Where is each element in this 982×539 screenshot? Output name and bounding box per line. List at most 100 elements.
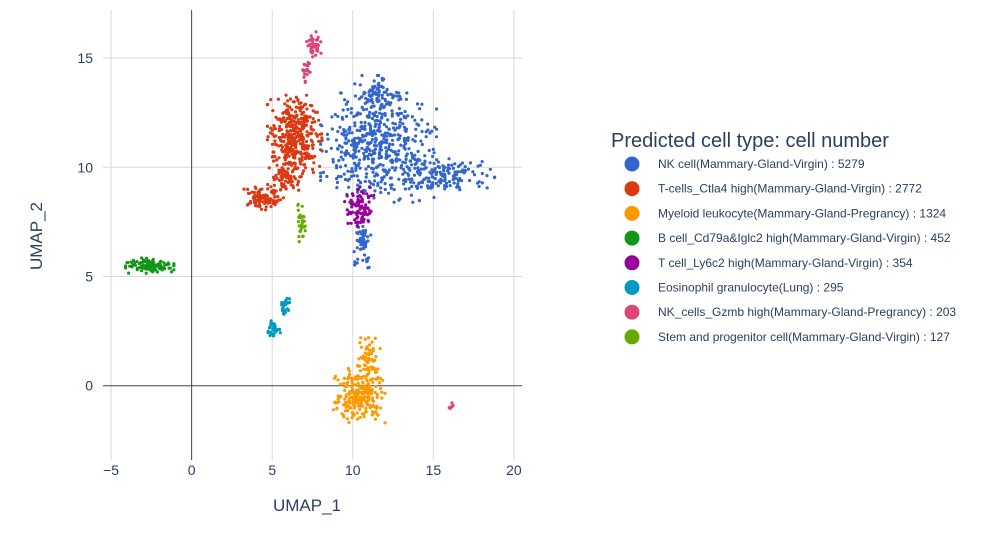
data-point[interactable] [300,132,304,136]
data-point[interactable] [377,99,381,103]
data-point[interactable] [384,152,388,156]
data-point[interactable] [447,180,451,184]
data-point[interactable] [424,135,428,139]
data-point[interactable] [378,376,383,380]
data-point[interactable] [303,229,307,233]
data-point[interactable] [345,149,349,153]
data-point[interactable] [291,170,295,174]
data-point[interactable] [366,235,370,239]
data-point[interactable] [478,163,482,167]
data-point[interactable] [349,221,353,225]
data-point[interactable] [408,180,413,184]
data-point[interactable] [370,138,375,142]
data-point[interactable] [355,246,359,250]
data-point[interactable] [333,112,337,117]
data-point[interactable] [363,127,367,131]
data-point[interactable] [363,355,368,359]
data-point[interactable] [295,183,300,187]
data-point[interactable] [285,129,289,133]
data-point[interactable] [381,163,385,167]
data-point[interactable] [335,180,340,185]
data-point[interactable] [362,367,366,371]
data-point[interactable] [361,396,365,400]
data-point[interactable] [442,172,447,176]
data-point[interactable] [405,152,409,156]
data-point[interactable] [390,109,394,113]
data-point[interactable] [269,205,273,209]
data-point[interactable] [351,402,355,406]
data-point[interactable] [301,116,305,121]
data-point[interactable] [335,407,339,411]
data-point[interactable] [353,148,357,152]
data-point[interactable] [369,233,373,237]
data-point[interactable] [253,204,258,208]
data-point[interactable] [326,137,330,141]
data-point[interactable] [288,160,292,165]
data-point[interactable] [363,179,367,184]
data-point[interactable] [296,130,300,134]
data-point[interactable] [363,337,367,341]
data-point[interactable] [404,157,408,161]
data-point[interactable] [281,196,286,200]
data-point[interactable] [255,198,259,202]
data-point[interactable] [398,94,402,99]
data-point[interactable] [390,93,394,97]
data-point[interactable] [431,154,435,159]
data-point[interactable] [375,114,379,119]
data-point[interactable] [392,188,396,192]
data-point[interactable] [383,391,387,395]
data-point[interactable] [359,211,363,216]
data-point[interactable] [298,175,302,179]
data-point[interactable] [350,384,354,389]
data-point[interactable] [377,81,381,85]
data-point[interactable] [137,262,142,266]
data-point[interactable] [453,170,457,174]
data-point[interactable] [266,182,270,187]
data-point[interactable] [282,173,286,177]
data-point[interactable] [298,142,302,146]
data-point[interactable] [296,166,300,170]
data-point[interactable] [346,366,350,370]
data-point[interactable] [363,351,367,355]
data-point[interactable] [375,392,379,397]
data-point[interactable] [277,171,281,176]
data-point[interactable] [339,150,343,154]
data-point[interactable] [405,165,409,169]
data-point[interactable] [291,127,295,131]
data-point[interactable] [384,146,388,150]
data-point[interactable] [356,183,360,187]
data-point[interactable] [378,107,382,111]
data-point[interactable] [364,149,368,154]
data-point[interactable] [311,109,315,113]
data-point[interactable] [366,147,370,151]
data-point[interactable] [269,185,273,189]
data-point[interactable] [376,367,380,371]
data-point[interactable] [368,403,372,407]
data-point[interactable] [131,258,136,262]
data-point[interactable] [392,133,397,137]
data-point[interactable] [388,142,392,146]
data-point[interactable] [297,188,301,192]
data-point[interactable] [476,181,480,185]
data-point[interactable] [316,35,320,39]
data-point[interactable] [386,154,390,158]
data-point[interactable] [379,116,384,120]
data-point[interactable] [426,186,430,190]
data-point[interactable] [443,179,447,183]
data-point[interactable] [370,104,375,108]
data-point[interactable] [325,174,329,179]
data-point[interactable] [302,163,307,167]
data-point[interactable] [364,410,368,414]
data-point[interactable] [334,164,339,168]
data-point[interactable] [280,171,284,175]
data-point[interactable] [396,138,400,142]
data-point[interactable] [418,107,422,111]
data-point[interactable] [451,174,455,178]
data-point[interactable] [352,154,356,158]
data-point[interactable] [400,111,404,115]
data-point[interactable] [276,195,280,199]
data-point[interactable] [442,169,446,173]
data-point[interactable] [361,232,365,236]
data-point[interactable] [359,345,363,349]
data-point[interactable] [352,250,356,254]
